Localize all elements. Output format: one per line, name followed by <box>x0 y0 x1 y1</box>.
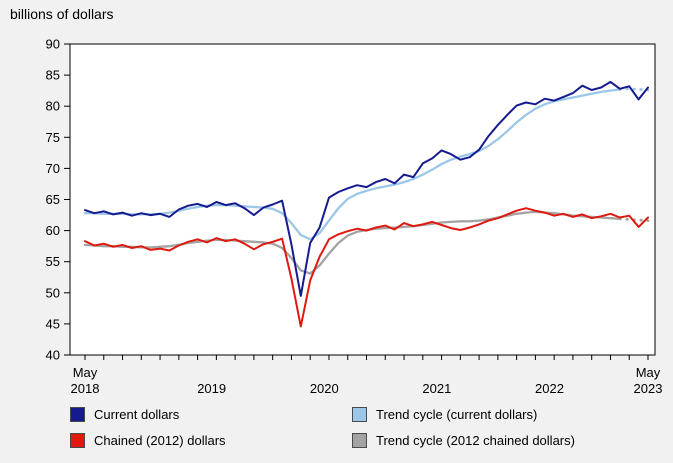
legend-label-current-dollars: Current dollars <box>94 407 180 422</box>
svg-text:2023: 2023 <box>634 381 663 396</box>
svg-text:85: 85 <box>46 68 60 83</box>
svg-text:45: 45 <box>46 316 60 331</box>
svg-text:40: 40 <box>46 348 60 363</box>
svg-text:2021: 2021 <box>422 381 451 396</box>
chart-title: billions of dollars <box>10 6 114 22</box>
svg-text:50: 50 <box>46 285 60 300</box>
svg-text:May: May <box>73 365 98 380</box>
svg-text:65: 65 <box>46 192 60 207</box>
legend-item-chained-dollars: Chained (2012) dollars <box>70 433 342 448</box>
legend-label-chained-dollars: Chained (2012) dollars <box>94 433 226 448</box>
svg-text:80: 80 <box>46 99 60 114</box>
svg-text:55: 55 <box>46 254 60 269</box>
legend-item-current-dollars: Current dollars <box>70 407 342 422</box>
legend-label-trend-chained: Trend cycle (2012 chained dollars) <box>376 433 575 448</box>
legend: Current dollars Trend cycle (current dol… <box>70 407 575 448</box>
svg-text:75: 75 <box>46 130 60 145</box>
svg-text:2018: 2018 <box>71 381 100 396</box>
svg-text:2019: 2019 <box>197 381 226 396</box>
svg-text:May: May <box>636 365 661 380</box>
legend-swatch-trend-current <box>352 407 367 422</box>
svg-text:60: 60 <box>46 223 60 238</box>
legend-swatch-chained-dollars <box>70 433 85 448</box>
legend-item-trend-chained: Trend cycle (2012 chained dollars) <box>352 433 575 448</box>
legend-swatch-trend-chained <box>352 433 367 448</box>
legend-swatch-current-dollars <box>70 407 85 422</box>
legend-label-trend-current: Trend cycle (current dollars) <box>376 407 538 422</box>
legend-item-trend-current: Trend cycle (current dollars) <box>352 407 575 422</box>
svg-text:90: 90 <box>46 37 60 52</box>
svg-text:70: 70 <box>46 161 60 176</box>
svg-text:2022: 2022 <box>535 381 564 396</box>
svg-text:2020: 2020 <box>310 381 339 396</box>
